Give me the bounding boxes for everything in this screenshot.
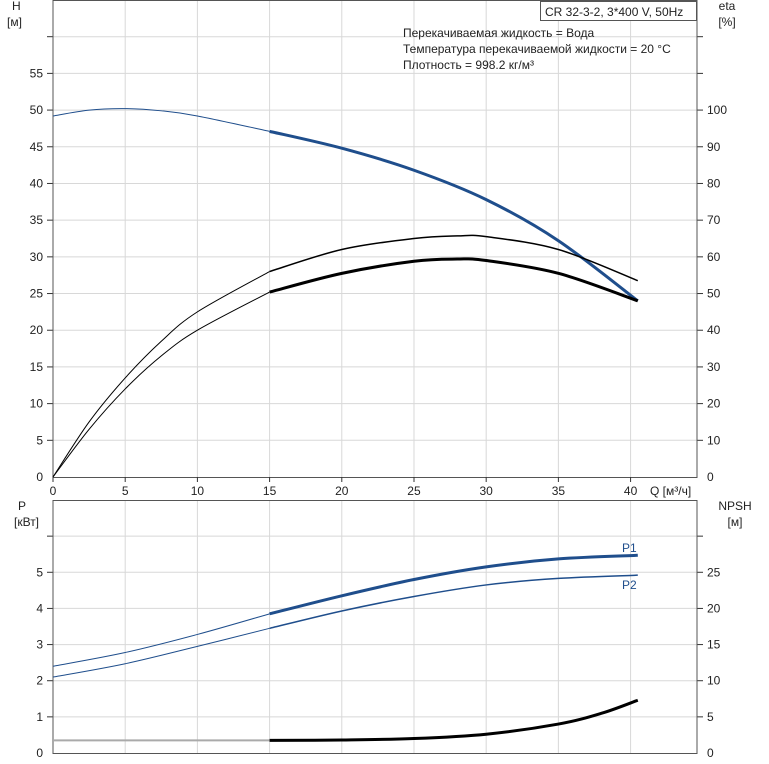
- y-axis-label: H: [12, 0, 21, 13]
- y-tick-label: 4: [36, 601, 43, 615]
- series-eta-line: [269, 234, 639, 282]
- y2-axis-unit: [м]: [728, 515, 743, 529]
- y-axis-unit: [кВт]: [14, 515, 39, 529]
- title-box: [540, 1, 697, 21]
- chart-title: CR 32-3-2, 3*400 V, 50Hz: [545, 5, 683, 19]
- x-tick-label: 10: [191, 484, 205, 498]
- annotation-text: Перекачиваемая жидкость = Вода: [403, 26, 595, 40]
- y2-axis-label: NPSH: [718, 499, 751, 513]
- y-tick-label: 0: [36, 746, 43, 760]
- x-tick-label: 35: [552, 484, 566, 498]
- y2-tick-label: 0: [707, 470, 714, 484]
- series-p1-extrapolated: [52, 613, 270, 667]
- y2-tick-label: 20: [707, 601, 721, 615]
- y2-tick-label: 80: [707, 176, 721, 190]
- y2-axis-label: eta: [719, 0, 736, 13]
- series-p2-line: [269, 574, 638, 630]
- y-axis-unit: [м]: [7, 15, 22, 29]
- y2-tick-label: 10: [707, 433, 721, 447]
- series-h-line: [269, 129, 639, 303]
- y2-tick-label: 60: [707, 250, 721, 264]
- y-tick-label: 40: [30, 176, 44, 190]
- y-tick-label: 10: [30, 397, 44, 411]
- annotation-text: Температура перекачиваемой жидкости = 20…: [403, 42, 671, 56]
- y2-tick-label: 25: [707, 565, 721, 579]
- x-tick-label: 0: [50, 484, 57, 498]
- y-tick-label: 5: [36, 433, 43, 447]
- series-h-extrapolated: [52, 108, 270, 132]
- plot-frame: [52, 500, 698, 754]
- y2-tick-label: 30: [707, 360, 721, 374]
- series-eta2-extrapolated: [52, 291, 270, 478]
- x-tick-label: 25: [407, 484, 421, 498]
- plot-frame: [52, 0, 698, 478]
- y2-tick-label: 20: [707, 397, 721, 411]
- annotation-text: Плотность = 998.2 кг/м³: [403, 58, 534, 72]
- y-tick-label: 5: [36, 565, 43, 579]
- y-tick-label: 45: [30, 140, 44, 154]
- y-tick-label: 3: [36, 638, 43, 652]
- series-eta2-line: [269, 257, 639, 303]
- x-tick-label: 20: [335, 484, 349, 498]
- y2-tick-label: 5: [707, 710, 714, 724]
- y-axis-label: P: [18, 499, 26, 513]
- y2-tick-label: 10: [707, 674, 721, 688]
- y-tick-label: 50: [30, 103, 44, 117]
- y-tick-label: 2: [36, 674, 43, 688]
- y2-tick-label: 40: [707, 323, 721, 337]
- y-tick-label: 35: [30, 213, 44, 227]
- series-npsh-line: [269, 698, 639, 742]
- y-tick-label: 55: [30, 66, 44, 80]
- y-tick-label: 20: [30, 323, 44, 337]
- series-label-p2: P2: [622, 578, 637, 592]
- y-tick-label: 0: [36, 470, 43, 484]
- x-tick-label: 5: [122, 484, 129, 498]
- y2-tick-label: 100: [707, 103, 727, 117]
- y-tick-label: 15: [30, 360, 44, 374]
- y2-axis-unit: [%]: [718, 15, 735, 29]
- x-tick-label: 15: [263, 484, 277, 498]
- y-tick-label: 1: [36, 710, 43, 724]
- x-tick-label: 30: [480, 484, 494, 498]
- y2-tick-label: 0: [707, 746, 714, 760]
- y2-tick-label: 70: [707, 213, 721, 227]
- x-axis-label: Q [м³/ч]: [650, 484, 691, 498]
- y2-tick-label: 15: [707, 638, 721, 652]
- series-p1-line: [269, 553, 638, 616]
- series-p2-extrapolated: [52, 627, 270, 678]
- series-eta-extrapolated: [52, 271, 270, 478]
- y2-tick-label: 90: [707, 140, 721, 154]
- y-tick-label: 30: [30, 250, 44, 264]
- x-tick-label: 40: [624, 484, 638, 498]
- y2-tick-label: 50: [707, 287, 721, 301]
- y-tick-label: 25: [30, 287, 44, 301]
- series-label-p1: P1: [622, 541, 637, 555]
